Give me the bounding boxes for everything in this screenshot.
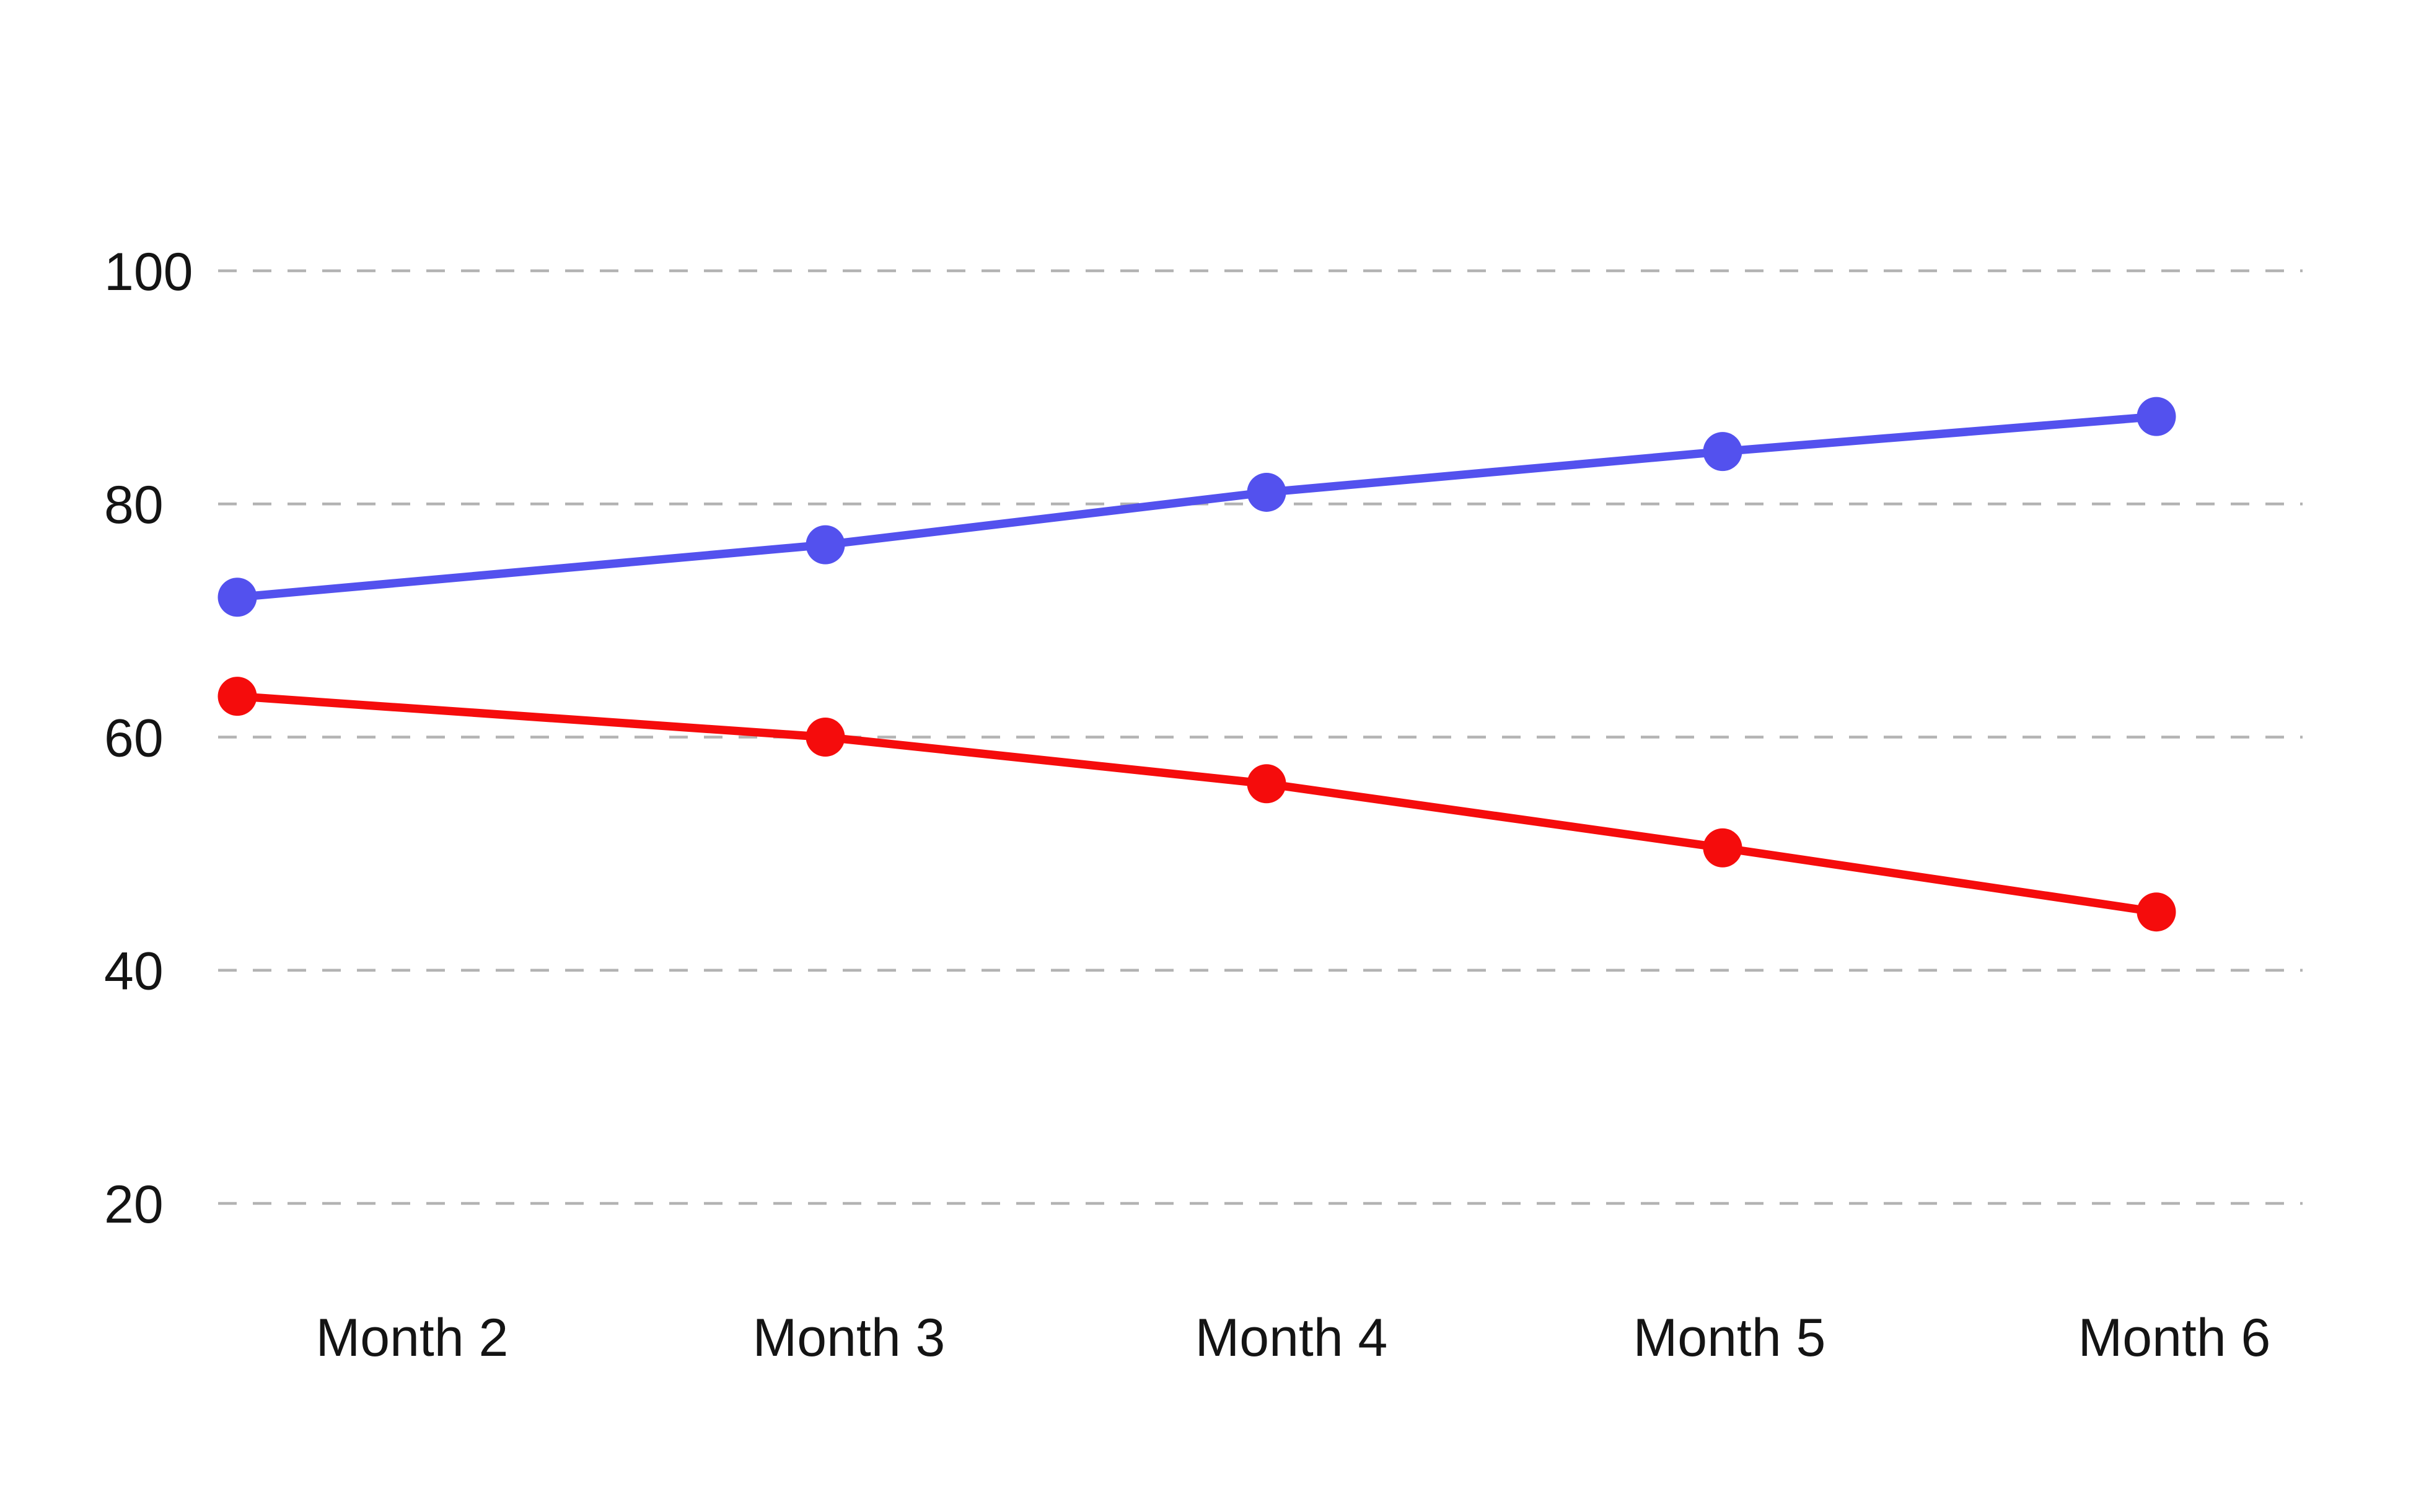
series-lines (217, 397, 2176, 932)
red-series-line (237, 692, 2157, 916)
red-series (217, 677, 2176, 932)
blue-data-point (806, 525, 845, 565)
blue-series-line (237, 412, 2157, 602)
blue-data-point (2137, 397, 2176, 436)
blue-series (217, 397, 2176, 617)
blue-data-point (1703, 432, 1742, 472)
blue-data-point (1247, 472, 1286, 512)
y-tick-label: 60 (104, 708, 164, 768)
y-tick-label: 40 (104, 942, 164, 1001)
gridlines (218, 269, 2303, 1205)
x-category-label: Month 6 (2078, 1308, 2271, 1368)
red-data-point (1703, 828, 1742, 868)
blue-data-point (217, 578, 257, 617)
y-axis-tick-labels: 100 80 60 40 20 (104, 242, 193, 1234)
x-category-label: Month 2 (316, 1308, 509, 1368)
x-category-label: Month 3 (753, 1308, 946, 1368)
red-data-point (1247, 764, 1286, 804)
red-data-point (217, 677, 257, 716)
y-tick-label: 100 (104, 242, 193, 302)
x-category-label: Month 4 (1195, 1308, 1388, 1368)
y-tick-label: 20 (104, 1175, 164, 1234)
x-category-label: Month 5 (1633, 1308, 1826, 1368)
red-data-point (2137, 892, 2176, 932)
y-tick-label: 80 (104, 475, 164, 535)
red-data-point (806, 718, 845, 757)
x-axis-category-labels: Month 2 Month 3 Month 4 Month 5 Month 6 (316, 1308, 2271, 1368)
